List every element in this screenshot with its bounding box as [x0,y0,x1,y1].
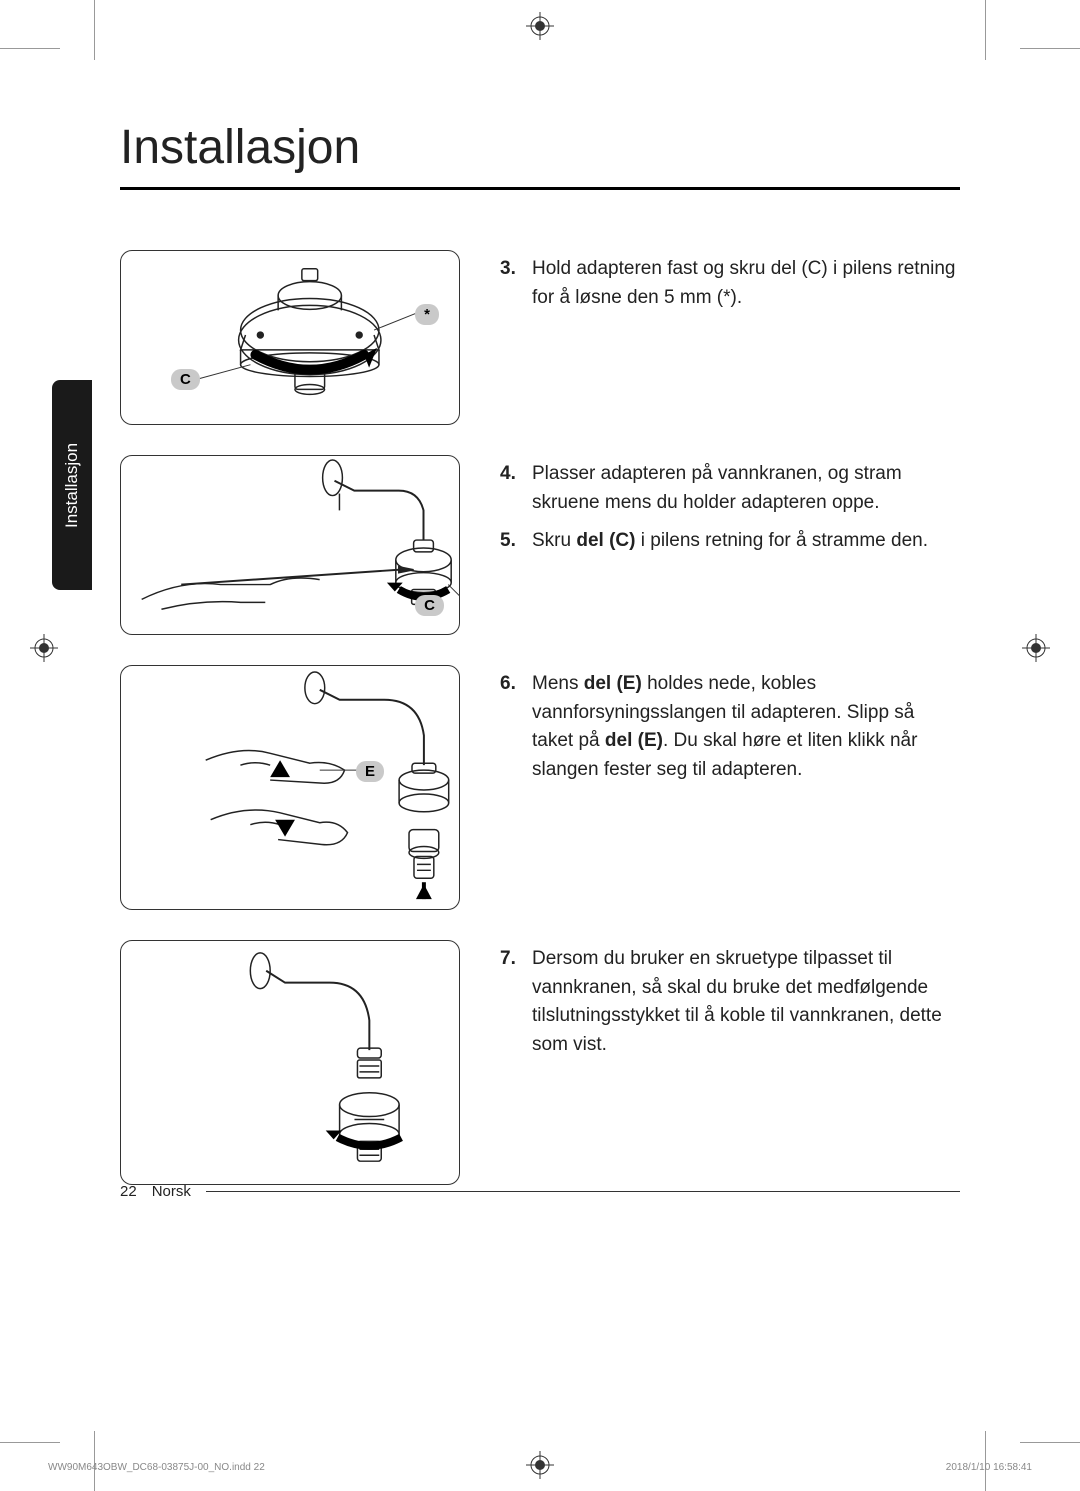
instruction-row: 7. Dersom du bruker en skruetype tilpass… [120,940,960,1185]
step-text: Skru del (C) i pilens retning for å stra… [532,527,928,556]
footer-language: Norsk [152,1183,191,1200]
instruction-row: E 6. Mens del (E) holdes nede, kobles va… [120,665,960,910]
instruction-row: C 4. Plasser adapteren på vannkranen, og… [120,455,960,635]
step-item: 5. Skru del (C) i pilens retning for å s… [500,527,960,556]
label-c: C [171,369,200,390]
text-block: 4. Plasser adapteren på vannkranen, og s… [500,455,960,566]
figure-step-6: E [120,665,460,910]
step-number: 3. [500,255,522,312]
footer-page-number: 22 [120,1183,137,1200]
label-c: C [415,595,444,616]
step-text: Mens del (E) holdes nede, kobles vannfor… [532,670,960,784]
figure-step-4-5: C [120,455,460,635]
text-block: 6. Mens del (E) holdes nede, kobles vann… [500,665,960,794]
text-block: 3. Hold adapteren fast og skru del (C) i… [500,250,960,322]
figure-step-7 [120,940,460,1185]
step-number: 7. [500,945,522,1059]
label-e: E [356,761,384,782]
footer-rule [206,1191,960,1192]
step-text: Hold adapteren fast og skru del (C) i pi… [532,255,960,312]
title-underline [120,187,960,190]
text-block: 7. Dersom du bruker en skruetype tilpass… [500,940,960,1069]
step-item: 6. Mens del (E) holdes nede, kobles vann… [500,670,960,784]
indd-file: WW90M643OBW_DC68-03875J-00_NO.indd 22 [48,1462,265,1473]
indd-metadata: WW90M643OBW_DC68-03875J-00_NO.indd 22 20… [48,1462,1032,1473]
step-number: 4. [500,460,522,517]
crop-mark [985,1431,986,1491]
indd-timestamp: 2018/1/10 16:58:41 [946,1462,1032,1473]
page-title: Installasjon [120,120,960,175]
page-footer: 22 Norsk [120,1183,960,1200]
crop-mark [0,1442,60,1443]
step-number: 5. [500,527,522,556]
crop-mark [1020,1442,1080,1443]
instruction-row: * C 3. Hold adapteren fast og skru del (… [120,250,960,425]
step-item: 7. Dersom du bruker en skruetype tilpass… [500,945,960,1059]
step-item: 4. Plasser adapteren på vannkranen, og s… [500,460,960,517]
step-item: 3. Hold adapteren fast og skru del (C) i… [500,255,960,312]
step-text: Plasser adapteren på vannkranen, og stra… [532,460,960,517]
label-star: * [415,304,439,325]
crop-mark [94,1431,95,1491]
figure-step-3: * C [120,250,460,425]
content-area: * C 3. Hold adapteren fast og skru del (… [120,250,960,1185]
step-number: 6. [500,670,522,784]
step-text: Dersom du bruker en skruetype tilpasset … [532,945,960,1059]
